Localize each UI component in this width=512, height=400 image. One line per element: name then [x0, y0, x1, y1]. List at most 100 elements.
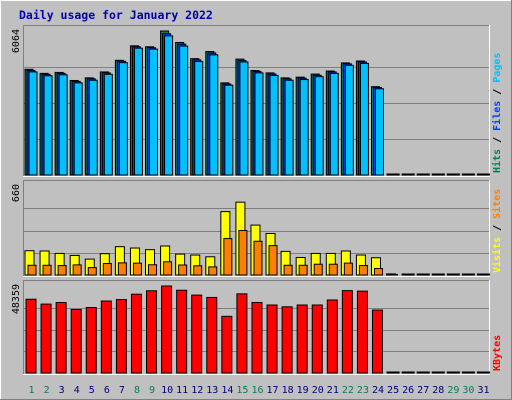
bar-pages-day-3: [58, 74, 68, 176]
bar-sites-day-2: [42, 264, 52, 276]
legend-bottom: KBytes: [492, 335, 503, 371]
panel-middle: 660 Visits / Sites: [11, 180, 503, 277]
day-label-7: 7: [119, 385, 125, 396]
day-label-13: 13: [206, 385, 218, 396]
bar-sites-day-1: [27, 264, 37, 276]
bar-pages-day-15: [239, 61, 249, 176]
bar-sites-day-7: [117, 262, 127, 276]
day-label-12: 12: [191, 385, 203, 396]
legend-sites: Sites: [491, 189, 503, 219]
bar-sites-day-20: [313, 263, 323, 276]
y-max-label: 48359: [11, 284, 22, 314]
day-label-29: 29: [447, 385, 459, 396]
bar-pages-day-1: [28, 71, 38, 176]
bar-pages-day-9: [149, 48, 159, 176]
bar-sites-day-6: [102, 263, 112, 276]
legend-middle: Visits / Sites: [491, 189, 503, 273]
bar-kbytes-day-18: [281, 306, 293, 374]
chart-panels: 6064 Hits / Files / Pages 660 Visits / Site…: [11, 25, 503, 375]
day-label-14: 14: [221, 385, 233, 396]
legend-separator: /: [492, 219, 503, 237]
bar-sites-day-8: [132, 262, 142, 276]
bar-kbytes-day-3: [55, 301, 67, 374]
bar-sites-day-3: [57, 265, 67, 276]
bar-sites-day-11: [178, 264, 188, 276]
bar-pages-day-11: [179, 45, 189, 176]
day-label-25: 25: [387, 385, 399, 396]
bar-pages-day-13: [209, 54, 219, 176]
bar-sites-day-12: [193, 265, 203, 276]
bar-sites-day-14: [223, 238, 233, 276]
day-label-26: 26: [402, 385, 414, 396]
bar-sites-day-10: [163, 261, 173, 276]
day-label-20: 20: [312, 385, 324, 396]
day-label-23: 23: [357, 385, 369, 396]
bar-kbytes-day-8: [130, 293, 142, 374]
bar-kbytes-day-10: [161, 285, 173, 374]
bar-sites-day-23: [358, 265, 368, 276]
bar-kbytes-day-15: [236, 293, 248, 374]
bar-kbytes-day-2: [40, 303, 52, 374]
legend-separator: /: [492, 131, 503, 149]
day-label-8: 8: [134, 385, 140, 396]
day-label-22: 22: [342, 385, 354, 396]
bar-sites-day-13: [208, 266, 218, 276]
bar-pages-day-19: [299, 79, 309, 176]
bar-pages-day-2: [43, 75, 53, 176]
bar-sites-day-9: [148, 264, 158, 276]
day-label-28: 28: [432, 385, 444, 396]
bar-sites-day-4: [72, 264, 82, 276]
y-max-label: 660: [11, 184, 22, 202]
bar-sites-day-15: [238, 230, 248, 276]
bar-sites-day-18: [283, 264, 293, 276]
day-label-1: 1: [29, 385, 35, 396]
bar-sites-day-16: [253, 240, 263, 276]
day-label-21: 21: [327, 385, 339, 396]
bar-pages-day-10: [164, 35, 174, 176]
chart-title: Daily usage for January 2022: [19, 8, 213, 22]
bar-kbytes-day-6: [100, 300, 112, 374]
bar-pages-day-21: [329, 72, 339, 176]
day-label-19: 19: [297, 385, 309, 396]
day-label-18: 18: [282, 385, 294, 396]
bar-pages-day-12: [194, 60, 204, 176]
bar-sites-day-24: [373, 268, 383, 276]
day-label-15: 15: [236, 385, 248, 396]
day-label-3: 3: [59, 385, 65, 396]
bar-kbytes-day-14: [221, 315, 233, 374]
bar-pages-day-22: [344, 64, 354, 176]
bar-kbytes-day-5: [85, 307, 97, 374]
day-label-10: 10: [161, 385, 173, 396]
bar-kbytes-day-9: [146, 290, 158, 374]
day-label-6: 6: [104, 385, 110, 396]
bar-kbytes-day-7: [115, 299, 127, 374]
day-label-2: 2: [44, 385, 50, 396]
bar-kbytes-day-4: [70, 308, 82, 374]
bar-pages-day-16: [254, 72, 264, 176]
bar-sites-day-5: [87, 267, 97, 276]
legend-visits: Visits: [491, 237, 503, 273]
bar-kbytes-day-11: [176, 289, 188, 374]
bar-pages-day-14: [224, 84, 234, 176]
day-label-11: 11: [176, 385, 188, 396]
day-label-5: 5: [89, 385, 95, 396]
day-label-4: 4: [74, 385, 80, 396]
bar-kbytes-day-16: [251, 301, 263, 374]
bar-sites-day-25: [389, 273, 399, 276]
day-label-16: 16: [251, 385, 263, 396]
bar-sites-day-21: [328, 263, 338, 276]
legend-separator: /: [492, 83, 503, 101]
day-label-17: 17: [267, 385, 279, 396]
bar-pages-day-20: [314, 76, 324, 176]
bar-pages-day-7: [118, 62, 128, 176]
bar-kbytes-day-24: [371, 309, 383, 374]
bar-kbytes-day-19: [296, 304, 308, 374]
bar-pages-day-4: [73, 82, 83, 176]
day-label-24: 24: [372, 385, 384, 396]
bar-kbytes-day-12: [191, 294, 203, 374]
bar-pages-day-24: [374, 88, 384, 176]
y-max-label: 6064: [11, 29, 22, 53]
bar-kbytes-day-21: [326, 299, 338, 374]
day-label-30: 30: [462, 385, 474, 396]
